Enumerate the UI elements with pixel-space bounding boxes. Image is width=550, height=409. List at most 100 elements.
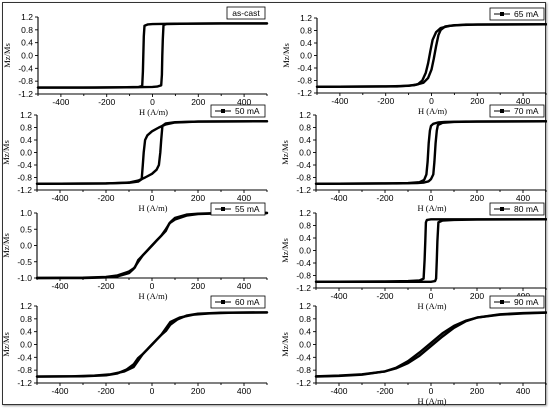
y-tick-label: 0.8 <box>21 25 33 35</box>
hysteresis-branch-ascending <box>315 23 547 88</box>
x-tick-label: 400 <box>237 281 251 291</box>
y-tick-label: 0.8 <box>299 221 311 231</box>
x-tick-label: 0 <box>429 193 434 203</box>
y-tick-label: -1.2 <box>296 185 311 195</box>
x-tick-label: -400 <box>330 386 347 396</box>
y-tick-label: 1.2 <box>299 208 311 218</box>
axis-frame <box>316 18 546 94</box>
x-tick-label: 0 <box>150 386 155 396</box>
legend-marker <box>221 109 225 113</box>
x-tick-label: -200 <box>97 386 114 396</box>
y-tick-label: 1.2 <box>299 301 311 311</box>
axis-frame <box>36 115 267 191</box>
y-tick-label: 0.0 <box>299 246 311 256</box>
y-tick-label: -1.2 <box>296 283 311 293</box>
y-tick-label: 0.4 <box>299 233 311 243</box>
y-tick-label: 1.0 <box>20 208 32 218</box>
y-tick-label: -0.5 <box>17 257 32 267</box>
y-tick-label: 1.2 <box>20 301 32 311</box>
chart-panel-5: -400 -200 0 200 400 -1.0 -0.5 0.0 0.5 1.0 H (A/m) M… <box>3 202 269 301</box>
x-tick-label: -200 <box>97 281 114 291</box>
x-tick-label: 400 <box>237 193 251 203</box>
hysteresis-branch-descending <box>314 218 547 283</box>
x-tick-label: 200 <box>191 97 205 107</box>
chart-panel-1: -400 -200 0 200 400 -1.2 -0.8 -0.4 0.0 0.4 0.8 1.2 H… <box>3 6 269 117</box>
y-tick-label: -0.4 <box>17 160 32 170</box>
x-tick-label: -400 <box>51 281 68 291</box>
x-tick-label: 400 <box>516 96 530 106</box>
x-axis-title: H (A/m) <box>139 107 168 117</box>
x-tick-label: -400 <box>51 193 68 203</box>
y-tick-label: -0.4 <box>296 258 311 268</box>
y-tick-label: -0.8 <box>296 271 311 281</box>
x-tick-label: 200 <box>191 386 205 396</box>
hysteresis-branch-ascending <box>36 22 269 89</box>
x-axis-title: H (A/m) <box>138 203 167 213</box>
x-tick-label: 200 <box>470 96 484 106</box>
legend-marker <box>500 12 504 16</box>
x-tick-label: -200 <box>376 291 393 301</box>
x-tick-label: 200 <box>191 281 205 291</box>
x-tick-label: 400 <box>516 386 530 396</box>
x-tick-label: -400 <box>330 193 347 203</box>
y-tick-label: 0.5 <box>20 224 32 234</box>
y-tick-label: 0.0 <box>20 148 32 158</box>
y-tick-label: -1.2 <box>18 89 33 99</box>
legend: 90 mA <box>489 295 545 309</box>
x-axis-title: H (A/m) <box>417 203 446 213</box>
x-tick-label: 0 <box>150 193 155 203</box>
x-tick-label: 0 <box>429 386 434 396</box>
hysteresis-branch-descending <box>36 22 269 89</box>
y-tick-label: 0.4 <box>300 38 312 48</box>
x-tick-label: -200 <box>376 193 393 203</box>
y-axis-title: Mz/Ms <box>3 332 11 357</box>
y-tick-label: -0.4 <box>297 63 312 73</box>
axis-frame <box>37 17 267 95</box>
legend-marker <box>500 207 504 211</box>
y-tick-label: -0.8 <box>18 76 33 86</box>
y-tick-label: -0.4 <box>18 63 33 73</box>
hysteresis-branch-descending <box>314 311 547 378</box>
x-tick-label: 0 <box>150 97 155 107</box>
x-axis-title: H (A/m) <box>138 291 167 301</box>
legend-label: 50 mA <box>235 106 260 116</box>
x-tick-label: 200 <box>470 193 484 203</box>
y-tick-label: 1.2 <box>299 110 311 120</box>
hysteresis-branch-descending <box>315 23 547 88</box>
figure-canvas: -400 -200 0 200 400 -1.2 -0.8 -0.4 0.0 0.4 0.8 1.2 H… <box>3 6 547 406</box>
y-tick-label: 0.8 <box>299 314 311 324</box>
y-tick-label: -0.8 <box>17 365 32 375</box>
x-tick-label: 200 <box>191 193 205 203</box>
y-tick-label: 1.2 <box>21 12 33 22</box>
y-axis-title: Mz/Ms <box>280 332 290 357</box>
y-tick-label: 1.2 <box>20 110 32 120</box>
x-tick-label: 400 <box>237 97 251 107</box>
hysteresis-branch-ascending <box>314 218 547 283</box>
x-tick-label: 400 <box>516 193 530 203</box>
x-axis-title: H (A/m) <box>417 301 446 311</box>
x-tick-label: 0 <box>150 281 155 291</box>
y-tick-label: 0.0 <box>20 340 32 350</box>
chart-panel-8: -400 -200 0 200 400 -1.2 -0.8 -0.4 0.0 0.4 0.8 1.2 H… <box>280 295 547 406</box>
hysteresis-branch-ascending <box>314 120 547 185</box>
y-tick-label: -0.4 <box>296 352 311 362</box>
x-tick-label: -200 <box>377 96 394 106</box>
y-tick-label: -1.0 <box>17 273 32 283</box>
y-tick-label: 0.4 <box>21 38 33 48</box>
y-tick-label: 0.8 <box>299 123 311 133</box>
legend-label: 70 mA <box>514 106 539 116</box>
legend-label: 65 mA <box>514 9 539 19</box>
legend-label: 80 mA <box>514 204 539 214</box>
x-axis-title: H (A/m) <box>418 106 447 116</box>
legend-box <box>489 202 545 216</box>
hysteresis-branch-descending <box>35 120 269 185</box>
y-tick-label: -0.4 <box>17 352 32 362</box>
y-tick-label: -0.8 <box>297 76 312 86</box>
y-axis-title: Mz/Ms <box>3 233 11 258</box>
x-tick-label: 0 <box>429 96 434 106</box>
y-tick-label: -1.2 <box>17 185 32 195</box>
x-tick-label: 200 <box>470 386 484 396</box>
x-tick-label: 200 <box>470 291 484 301</box>
y-tick-label: -0.8 <box>296 365 311 375</box>
legend-box <box>489 104 545 118</box>
